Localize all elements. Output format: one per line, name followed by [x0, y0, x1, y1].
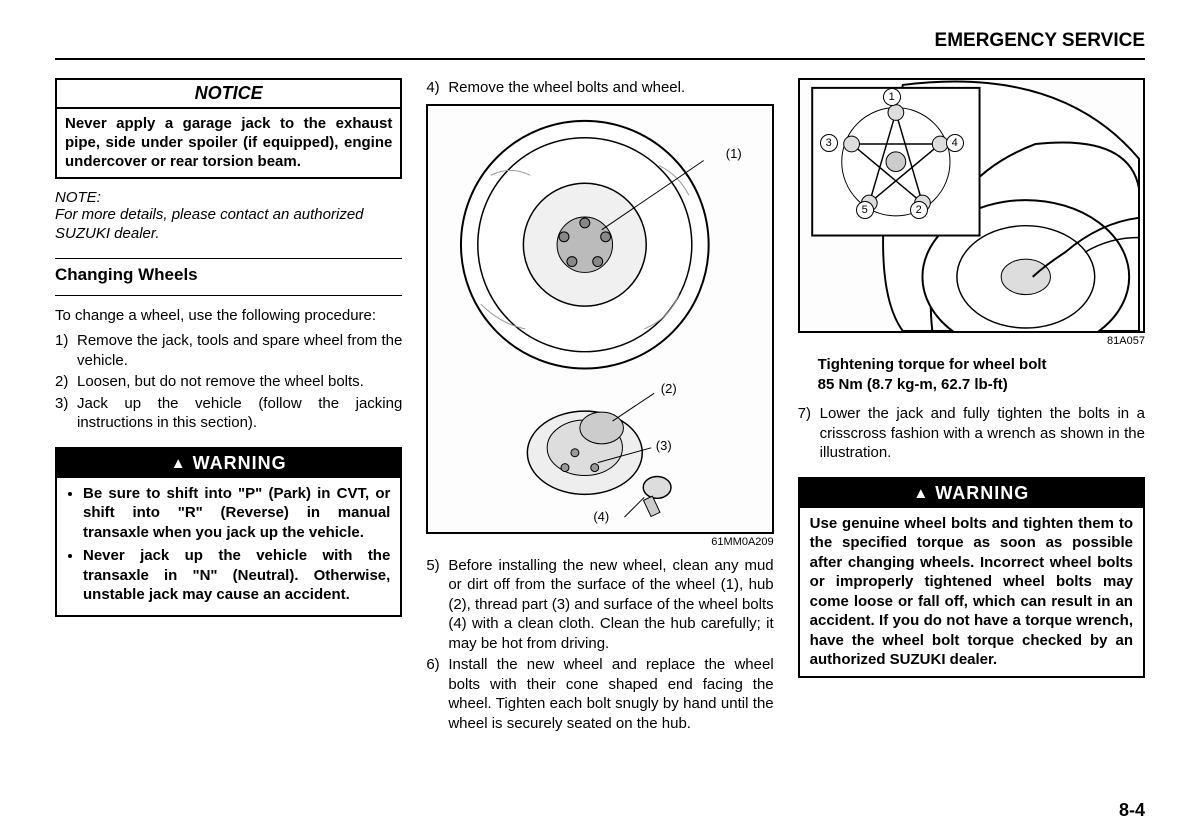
step-7: 7)Lower the jack and fully tighten the b… — [798, 404, 1145, 463]
bolt-label-3: 3 — [820, 134, 838, 152]
step-3: 3)Jack up the vehicle (follow the jackin… — [55, 394, 402, 433]
section-rule-2 — [55, 295, 402, 296]
steps-5-6: 5)Before installing the new wheel, clean… — [426, 556, 773, 734]
section-heading: Changing Wheels — [55, 265, 402, 285]
warning-title-2: ▲WARNING — [800, 479, 1143, 508]
torque-spec: Tightening torque for wheel bolt 85 Nm (… — [818, 355, 1145, 394]
step-4: 4)Remove the wheel bolts and wheel. — [426, 78, 773, 98]
torque-pattern-figure: 1 2 3 4 5 — [798, 78, 1145, 333]
wheel-figure: (1) (2) (3) (4) — [426, 104, 773, 534]
note-text: For more details, please contact an auth… — [55, 206, 402, 244]
figure-caption-2: 81A057 — [798, 335, 1145, 347]
wheel-diagram-svg — [428, 106, 771, 532]
step-6: 6)Install the new wheel and replace the … — [426, 655, 773, 733]
steps-1-3: 1)Remove the jack, tools and spare wheel… — [55, 331, 402, 433]
notice-box: NOTICE Never apply a garage jack to the … — [55, 78, 402, 179]
warning-body-1: Be sure to shift into "P" (Park) in CVT,… — [57, 478, 400, 615]
step-5: 5)Before installing the new wheel, clean… — [426, 556, 773, 654]
page-number: 8-4 — [1119, 800, 1145, 821]
callout-4: (4) — [593, 509, 609, 524]
notice-body: Never apply a garage jack to the exhaust… — [57, 109, 400, 177]
bolt-label-1: 1 — [883, 88, 901, 106]
warning-body-2: Use genuine wheel bolts and tighten them… — [800, 508, 1143, 676]
column-right: 1 2 3 4 5 81A057 Tightening torque for w… — [798, 78, 1145, 735]
warning-title-1: ▲WARNING — [57, 449, 400, 478]
step-2: 2)Loosen, but do not remove the wheel bo… — [55, 372, 402, 392]
warning-triangle-icon: ▲ — [913, 485, 929, 502]
warning-triangle-icon: ▲ — [171, 455, 187, 472]
section-rule — [55, 258, 402, 259]
callout-2: (2) — [661, 381, 677, 396]
figure-caption-1: 61MM0A209 — [426, 536, 773, 548]
intro-text: To change a wheel, use the following pro… — [55, 306, 402, 326]
bolt-label-2: 2 — [910, 201, 928, 219]
bolt-label-5: 5 — [856, 201, 874, 219]
bolt-label-4: 4 — [946, 134, 964, 152]
note-label: NOTE: — [55, 189, 402, 206]
step-1: 1)Remove the jack, tools and spare wheel… — [55, 331, 402, 370]
warning-item: Be sure to shift into "P" (Park) in CVT,… — [83, 484, 390, 543]
notice-title: NOTICE — [57, 80, 400, 109]
warning-box-1: ▲WARNING Be sure to shift into "P" (Park… — [55, 447, 402, 617]
torque-diagram-svg — [800, 80, 1143, 331]
content-columns: NOTICE Never apply a garage jack to the … — [55, 78, 1145, 735]
page-header: EMERGENCY SERVICE — [55, 30, 1145, 60]
warning-item: Never jack up the vehicle with the trans… — [83, 546, 390, 605]
column-middle: 4)Remove the wheel bolts and wheel. — [426, 78, 773, 735]
callout-1: (1) — [726, 146, 742, 161]
warning-box-2: ▲WARNING Use genuine wheel bolts and tig… — [798, 477, 1145, 678]
column-left: NOTICE Never apply a garage jack to the … — [55, 78, 402, 735]
callout-3: (3) — [656, 438, 672, 453]
